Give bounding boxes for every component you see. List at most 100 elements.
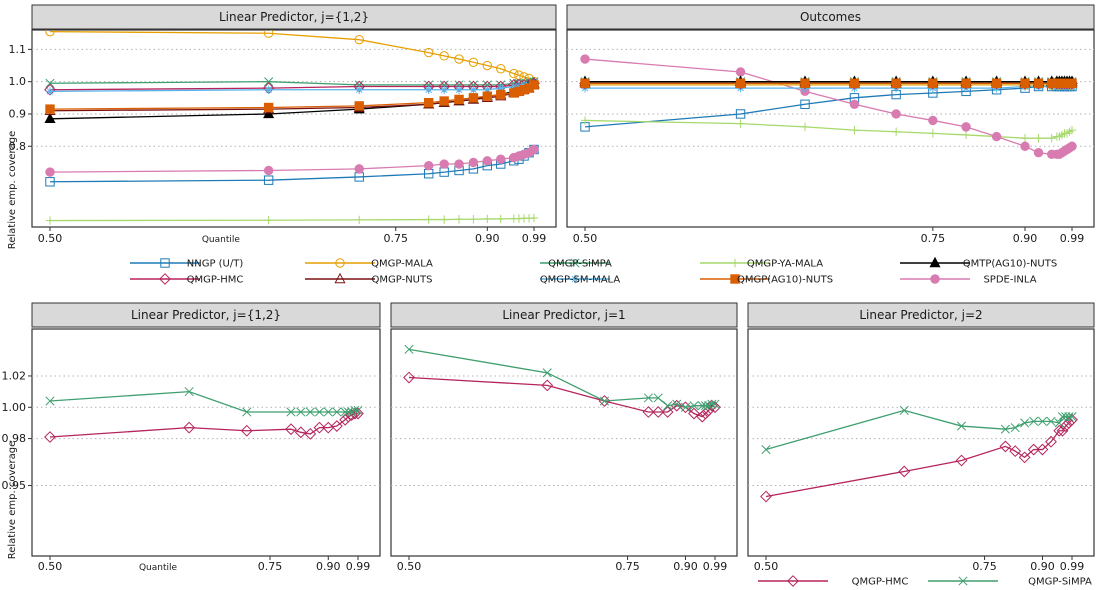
data-point xyxy=(891,109,901,119)
data-point xyxy=(599,396,610,406)
data-point xyxy=(439,85,449,94)
legend-label: QMGP-SM-MALA xyxy=(540,275,621,286)
data-point xyxy=(849,78,860,88)
x-tick-label: 0.50 xyxy=(397,560,422,573)
data-point xyxy=(529,144,539,155)
panel-title: Linear Predictor, j={1,2} xyxy=(219,10,369,24)
legend-label: QMGP-MALA xyxy=(371,259,433,270)
x-tick-label: 0.90 xyxy=(1030,560,1055,573)
data-point xyxy=(704,401,714,411)
data-point xyxy=(1036,443,1049,456)
data-point xyxy=(652,406,665,418)
legend-item: QMGP-YA-MALA xyxy=(700,259,823,270)
data-point xyxy=(928,115,938,126)
data-point xyxy=(961,78,971,88)
data-point xyxy=(468,80,478,90)
legend-label: QMGP-NUTS xyxy=(372,275,433,286)
legend-top: NNGP (U/T) QMGP-MALA QMGP-SiMPA QMGP-YA-MAL… xyxy=(130,256,1057,286)
panel-strip xyxy=(566,4,1095,30)
data-point xyxy=(514,82,524,91)
data-point xyxy=(1067,78,1077,88)
data-point xyxy=(482,80,492,90)
data-point xyxy=(735,109,746,119)
data-point xyxy=(955,454,968,467)
plot-area xyxy=(579,54,1078,160)
data-point xyxy=(454,215,464,224)
data-point xyxy=(1067,412,1077,422)
data-point xyxy=(1066,413,1078,426)
data-point xyxy=(286,407,296,417)
data-point xyxy=(1045,435,1057,448)
x-tick-label: 0.90 xyxy=(475,232,500,245)
data-point xyxy=(961,122,971,132)
data-point xyxy=(710,399,720,409)
data-point xyxy=(496,64,506,74)
data-point xyxy=(760,490,772,503)
data-point xyxy=(424,160,434,171)
panel-0: Linear Predictor, j={1,2} 0.8 0.9 1.0 1.1 0.5… xyxy=(9,4,557,245)
x-tick-label: 0.99 xyxy=(1060,560,1085,573)
data-point xyxy=(354,80,364,90)
data-point xyxy=(340,407,350,417)
x-tick-label: 0.75 xyxy=(258,560,283,573)
data-point xyxy=(700,401,711,411)
data-point xyxy=(264,216,273,225)
legend-item: QMTP(AG10)-NUTS xyxy=(900,256,1057,270)
data-point xyxy=(999,440,1012,453)
data-point xyxy=(899,405,909,415)
data-point xyxy=(1034,133,1043,143)
data-point xyxy=(343,407,353,417)
series-hmc xyxy=(760,413,1078,503)
x-tick-label: 0.99 xyxy=(522,232,547,245)
data-point xyxy=(354,164,364,174)
data-point xyxy=(580,54,590,64)
y-tick-label: 1.0 xyxy=(9,75,27,88)
legend-item: QMGP-NUTS xyxy=(305,272,433,286)
legend-marker xyxy=(787,575,799,587)
data-point xyxy=(663,401,673,411)
data-point xyxy=(454,80,464,90)
legend-marker xyxy=(159,273,171,285)
legend-marker xyxy=(730,258,740,268)
data-point xyxy=(339,413,352,426)
x-tick-label: 0.90 xyxy=(1013,232,1038,245)
data-point xyxy=(355,215,364,225)
panel-frame xyxy=(747,328,1095,557)
data-point xyxy=(699,407,712,420)
data-point xyxy=(509,68,519,79)
data-point xyxy=(263,165,274,176)
legend-marker xyxy=(570,258,580,268)
plot-area xyxy=(44,30,540,225)
panel-title: Outcomes xyxy=(800,10,861,24)
series-yamala xyxy=(580,116,1077,143)
data-point xyxy=(454,94,464,105)
series-simpa xyxy=(761,405,1077,455)
y-tick-label: 0.95 xyxy=(2,479,27,492)
data-point xyxy=(468,93,479,103)
data-point xyxy=(1033,78,1044,88)
data-point xyxy=(709,401,721,414)
data-point xyxy=(242,407,252,417)
panel-frame xyxy=(31,328,381,557)
x-tick-label: 0.50 xyxy=(38,232,63,245)
x-axis-label: Quantile xyxy=(139,563,178,573)
data-point xyxy=(1057,412,1068,422)
data-point xyxy=(643,393,653,403)
data-point xyxy=(1027,443,1040,456)
data-point xyxy=(991,131,1002,142)
data-point xyxy=(1046,416,1056,426)
panel-1: Outcomes 0.50 0.75 0.90 0.99 xyxy=(566,4,1095,245)
data-point xyxy=(183,421,196,434)
data-point xyxy=(469,215,478,224)
legend-marker xyxy=(730,274,740,284)
series-simpa xyxy=(45,387,363,417)
y-tick-label: 0.98 xyxy=(2,432,27,445)
series-yamala xyxy=(45,213,539,225)
data-point xyxy=(1064,412,1074,422)
series-spde xyxy=(580,54,1077,160)
data-point xyxy=(1067,141,1077,151)
y-tick-label: 0.9 xyxy=(9,107,27,120)
series-mala xyxy=(45,30,539,87)
legend-label: QMGP-YA-MALA xyxy=(747,259,823,270)
